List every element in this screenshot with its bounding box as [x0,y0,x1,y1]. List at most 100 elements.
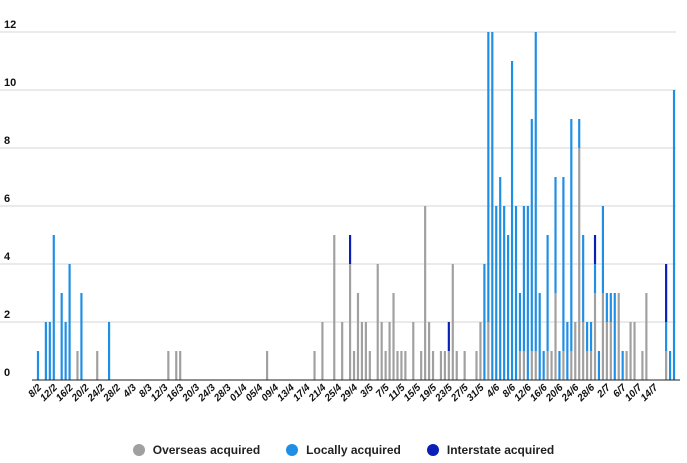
bar-locally-acquired [48,322,51,380]
legend-swatch-overseas [132,444,145,456]
y-tick-label: 10 [4,77,16,89]
bar-overseas-acquired [530,351,533,380]
bar-locally-acquired [597,351,601,380]
bar-overseas-acquired [518,351,522,380]
bar-overseas-acquired [574,322,577,380]
bar-locally-acquired [582,235,585,322]
bar-overseas-acquired [586,351,589,380]
bar-overseas-acquired [589,351,593,380]
bar-overseas-acquired [443,351,446,380]
legend-label-locally: Locally acquired [306,443,401,457]
bar-overseas-acquired [582,322,585,380]
bar-locally-acquired [668,351,672,380]
bar-overseas-acquired [550,351,553,380]
bar-overseas-acquired [439,351,443,380]
bar-overseas-acquired [380,322,383,380]
bar-overseas-acquired [431,351,435,380]
bar-locally-acquired [52,235,55,380]
y-tick-label: 2 [4,309,10,321]
y-tick-label: 0 [4,367,10,379]
bar-overseas-acquired [546,351,549,380]
bar-overseas-acquired [420,351,423,380]
bar-locally-acquired [499,177,502,380]
bar-overseas-acquired [313,351,316,380]
bar-overseas-acquired [534,351,537,380]
bar-overseas-acquired [76,351,79,380]
bar-overseas-acquired [424,206,427,380]
bar-overseas-acquired [455,351,458,380]
bar-locally-acquired [613,293,616,380]
bar-locally-acquired [621,351,624,380]
bar-locally-acquired [518,293,522,351]
bar-locally-acquired [60,293,63,380]
bar-overseas-acquired [179,351,182,380]
bar-overseas-acquired [562,351,565,380]
bar-overseas-acquired [645,293,648,380]
bar-locally-acquired [665,322,668,351]
bar-overseas-acquired [392,293,395,380]
bar-locally-acquired [68,264,71,380]
bar-locally-acquired [542,351,545,380]
bar-overseas-acquired [96,351,99,380]
bar-locally-acquired [44,322,47,380]
bar-overseas-acquired [376,264,379,380]
x-tick-label: 14/7 [639,382,661,404]
bar-overseas-acquired [463,351,466,380]
bar-overseas-acquired [396,351,399,380]
bar-overseas-acquired [388,322,391,380]
legend: Overseas acquired Locally acquired Inter… [0,440,687,460]
y-axis-ticks: 0 2 4 6 8 10 12 [4,19,16,379]
bar-locally-acquired [601,206,604,293]
bar-interstate-acquired [348,235,352,264]
legend-item-interstate: Interstate acquired [426,443,554,457]
bar-overseas-acquired [400,351,403,380]
bar-overseas-acquired [633,322,636,380]
bar-locally-acquired [507,235,510,380]
x-tick-label: 3/5 [358,382,376,400]
bar-locally-acquired [562,177,565,351]
bar-overseas-acquired [605,322,608,380]
legend-item-overseas: Overseas acquired [132,443,260,457]
bar-overseas-acquired [384,351,387,380]
legend-swatch-locally [286,444,299,456]
bar-locally-acquired [605,293,608,322]
bar-overseas-acquired [609,322,612,380]
bar-overseas-acquired [554,293,557,380]
bar-overseas-acquired [665,351,668,380]
bar-overseas-acquired [625,351,628,380]
bar-locally-acquired [570,119,573,351]
y-tick-label: 8 [4,135,10,147]
bar-overseas-acquired [356,293,360,380]
bar-locally-acquired [546,235,549,351]
bar-locally-acquired [487,32,490,322]
bar-overseas-acquired [641,351,644,380]
bar-locally-acquired [526,206,529,380]
chart: 0 2 4 6 8 10 12 8/212/216/220/224/228/24/38/31… [0,19,680,405]
bar-locally-acquired [108,322,111,380]
x-tick-label: 4/6 [484,382,503,401]
bar-locally-acquired [578,119,581,148]
bar-locally-acquired [554,177,557,293]
bar-overseas-acquired [360,322,364,380]
bar-overseas-acquired [570,351,573,380]
x-tick-label: 2/7 [595,382,614,401]
bar-overseas-acquired [333,235,336,380]
x-tick-label: 28/2 [101,382,124,405]
bar-locally-acquired [36,351,40,380]
y-tick-label: 6 [4,193,10,205]
bar-overseas-acquired [348,264,352,380]
bar-overseas-acquired [266,351,269,380]
bar-locally-acquired [538,293,541,380]
bar-overseas-acquired [167,351,170,380]
bar-overseas-acquired [341,322,344,380]
bar-overseas-acquired [522,351,525,380]
x-tick-label: 4/3 [121,382,140,401]
gridlines [0,31,676,323]
bar-overseas-acquired [601,293,604,380]
bar-locally-acquired [522,206,525,351]
x-tick-label: 28/6 [575,382,598,405]
bar-overseas-acquired [629,322,632,380]
bar-locally-acquired [483,264,486,380]
bar-locally-acquired [589,322,593,351]
bar-locally-acquired [491,32,494,380]
